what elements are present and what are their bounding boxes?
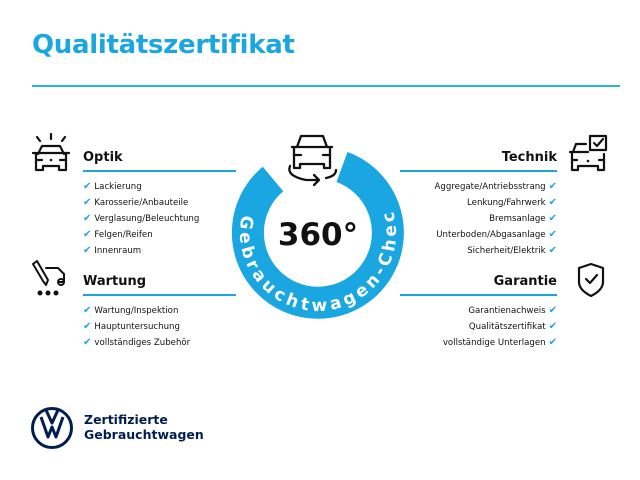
check-icon: ✔ [548, 321, 557, 332]
list-item: Lenkung/Fahrwerk ✔ [467, 197, 557, 208]
list-item: Garantienachweis ✔ [468, 305, 557, 316]
brand-line-2: Gebrauchtwagen [84, 427, 204, 442]
optik-divider [83, 170, 236, 172]
brand-name: Zertifizierte Gebrauchtwagen [84, 412, 204, 442]
title-divider [32, 85, 620, 87]
check-icon: ✔ [83, 337, 92, 348]
check-icon: ✔ [83, 305, 92, 316]
list-item: Aggregate/Antriebsstrang ✔ [434, 181, 557, 192]
check-icon: ✔ [83, 229, 92, 240]
list-item: ✔ Innenraum [83, 245, 142, 256]
badge-ring [231, 151, 404, 319]
list-item: ✔ Hauptuntersuchung [83, 321, 180, 332]
page-title: Qualitätszertifikat [32, 30, 295, 60]
check-icon: ✔ [83, 181, 92, 192]
check-icon: ✔ [548, 197, 557, 208]
car-lights-icon [31, 132, 71, 172]
list-item: ✔ Verglasung/Beleuchtung [83, 213, 200, 224]
car-rotate-icon [288, 134, 338, 187]
optik-list: ✔ Lackierung ✔ Karosserie/Anbauteile ✔ Verg… [83, 179, 199, 259]
garantie-list: Garantienachweis ✔ Qualitätszertifikat ✔ v… [380, 303, 557, 351]
check-icon: ✔ [83, 197, 92, 208]
check-icon: ✔ [83, 245, 92, 256]
service-wrench-car-icon [32, 260, 65, 296]
list-item: Sicherheit/Elektrik ✔ [467, 245, 557, 256]
list-item: ✔ Wartung/Inspektion [83, 305, 179, 316]
vw-logo [31, 407, 73, 449]
check-icon: ✔ [83, 213, 92, 224]
technik-list: Aggregate/Antriebsstrang ✔ Lenkung/Fahrwe… [380, 179, 557, 259]
badge-arc-text: Gebrauchtwagen-Check [0, 0, 401, 316]
check-icon: ✔ [548, 229, 557, 240]
badge-360-text: 360° [278, 217, 358, 253]
list-item: Qualitätszertifikat ✔ [468, 321, 557, 332]
list-item: ✔ vollständiges Zubehör [83, 337, 191, 348]
check-icon: ✔ [548, 181, 557, 192]
garantie-divider [400, 294, 557, 296]
shield-check-icon [577, 262, 605, 298]
check-icon: ✔ [548, 213, 557, 224]
section-title-garantie: Garantie [493, 274, 557, 289]
section-title-wartung: Wartung [83, 274, 147, 289]
check-icon: ✔ [83, 321, 92, 332]
wartung-list: ✔ Wartung/Inspektion ✔ Hauptuntersuchung ✔… [83, 303, 190, 351]
check-icon: ✔ [548, 245, 557, 256]
check-icon: ✔ [548, 337, 557, 348]
brand-line-1: Zertifizierte [84, 412, 168, 427]
car-checkbox-icon [568, 134, 608, 172]
list-item: Bremsanlage ✔ [489, 213, 557, 224]
list-item: Unterboden/Abgasanlage ✔ [436, 229, 557, 240]
list-item: ✔ Felgen/Reifen [83, 229, 153, 240]
section-title-technik: Technik [501, 150, 557, 165]
list-item: ✔ Lackierung [83, 181, 142, 192]
list-item: ✔ Karosserie/Anbauteile [83, 197, 189, 208]
section-title-optik: Optik [83, 150, 123, 165]
check-icon: ✔ [548, 305, 557, 316]
list-item: vollständige Unterlagen ✔ [442, 337, 557, 348]
wartung-divider [83, 294, 236, 296]
technik-divider [400, 170, 557, 172]
